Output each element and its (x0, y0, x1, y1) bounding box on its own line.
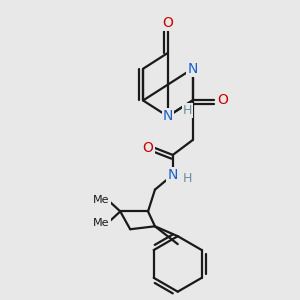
Text: Me: Me (93, 218, 110, 228)
Text: N: N (163, 109, 173, 123)
Text: H: H (183, 104, 192, 117)
Text: O: O (162, 16, 173, 30)
Text: O: O (142, 141, 154, 155)
Text: O: O (217, 94, 228, 107)
Text: H: H (183, 172, 192, 185)
Text: N: N (188, 62, 198, 76)
Text: N: N (168, 168, 178, 182)
Text: Me: Me (93, 194, 110, 205)
